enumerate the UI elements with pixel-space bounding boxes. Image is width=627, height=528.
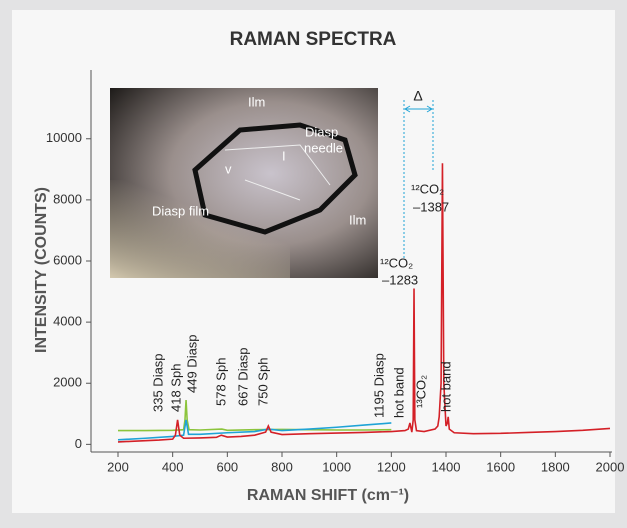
annotations: 335 Diasp 418 Sph 449 Diasp 578 Sph 667 …: [150, 88, 453, 418]
x-tick-label: 1800: [541, 459, 570, 474]
peak-label: 578 Sph: [213, 358, 228, 406]
y-tick-label: 6000: [53, 252, 82, 267]
photo-label: Ilm: [248, 94, 265, 109]
y-tick-label: 10000: [46, 130, 82, 145]
x-tick-label: 800: [271, 459, 293, 474]
spectrum-line: [117, 163, 611, 443]
spectrum-line: [118, 400, 392, 432]
x-tick-label: 400: [162, 459, 184, 474]
x-tick-label: 1200: [377, 459, 406, 474]
photo-label: v: [225, 161, 232, 176]
x-tick-label: 1400: [432, 459, 461, 474]
x-tick-label: 1000: [322, 459, 351, 474]
peak-label: ¹²CO₂: [380, 255, 413, 270]
x-tick-label: 2000: [596, 459, 625, 474]
peak-label: 667 Diasp: [235, 347, 250, 406]
peak-label: 335 Diasp: [150, 353, 165, 412]
x-tick-label: 200: [107, 459, 129, 474]
x-tick-label: 600: [216, 459, 238, 474]
peak-label: 449 Diasp: [184, 334, 199, 393]
photo-label: I: [282, 148, 286, 163]
photo-label: Diasp: [305, 124, 338, 139]
axes: 200 400 600 800 1000 1200 1400 1600 1800 2000 0 200…: [46, 70, 625, 474]
delta-arrow: [404, 105, 433, 113]
peak-label: hot band: [391, 367, 406, 418]
peak-label: ¹³CO₂: [413, 375, 428, 408]
peak-label: hot band: [438, 361, 453, 412]
photo-label: needle: [304, 140, 343, 155]
y-tick-label: 2000: [53, 375, 82, 390]
inset-photo: Ilm Diasp needle v I Diasp film Ilm: [110, 88, 378, 278]
y-tick-label: 0: [75, 436, 82, 451]
peak-label: –1283: [382, 272, 418, 287]
x-tick-label: 1600: [486, 459, 515, 474]
peak-label: 1195 Diasp: [371, 353, 386, 418]
spectrum-line: [117, 419, 392, 441]
chart-title: RAMAN SPECTRA: [230, 29, 397, 50]
delta-label: Δ: [413, 88, 422, 104]
y-tick-label: 8000: [53, 191, 82, 206]
peak-label: –1387: [413, 199, 449, 214]
photo-label: Ilm: [349, 212, 366, 227]
photo-label: Diasp film: [152, 203, 209, 218]
y-tick-label: 4000: [53, 314, 82, 329]
peak-label: ¹²CO₂: [411, 181, 444, 196]
peak-label: 418 Sph: [168, 364, 183, 412]
x-axis-label: RAMAN SHIFT (cm⁻¹): [247, 487, 409, 504]
crystal-outline: [192, 122, 358, 235]
peak-label: 750 Sph: [255, 358, 270, 406]
y-axis-label: INTENSITY (COUNTS): [33, 187, 50, 353]
photo-lines: [224, 144, 331, 201]
